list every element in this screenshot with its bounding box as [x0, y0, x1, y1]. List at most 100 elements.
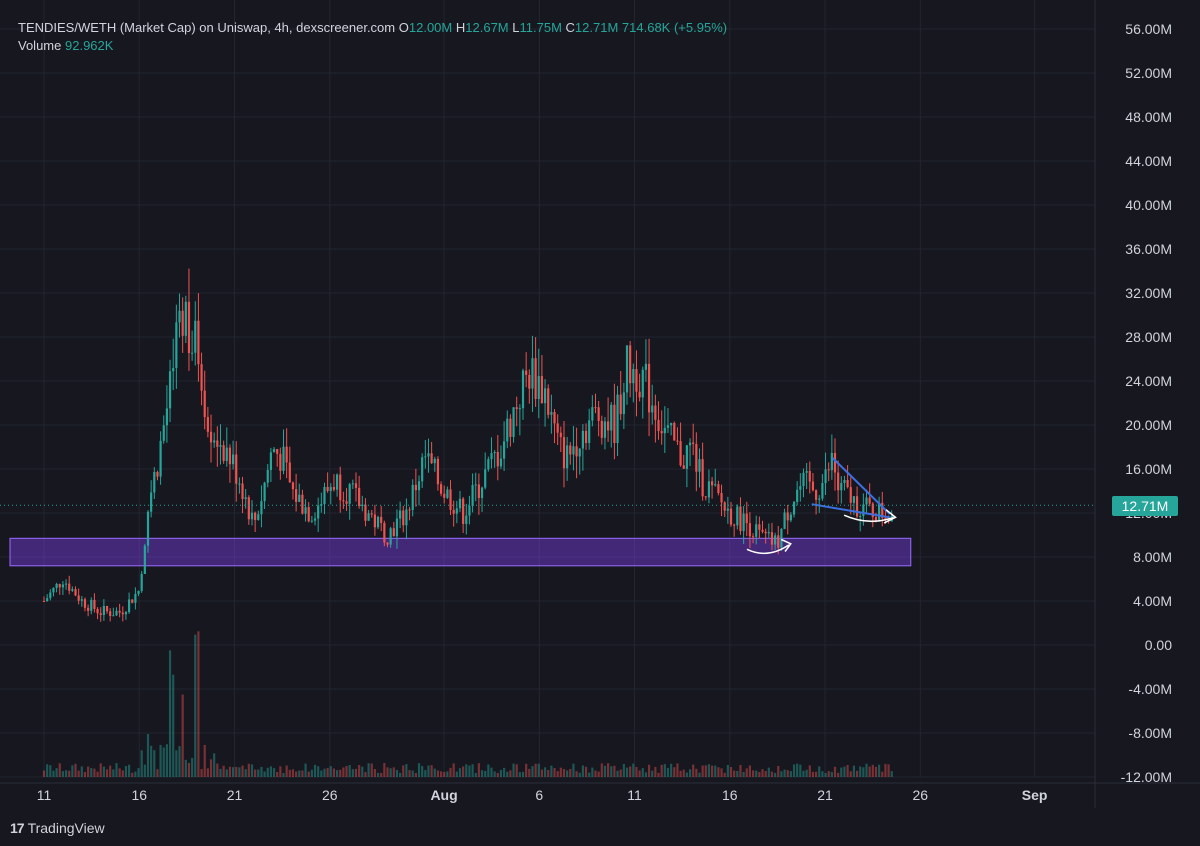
candle-body [140, 573, 143, 591]
volume-bar [755, 770, 758, 777]
candle-body [329, 487, 332, 491]
candle-body [153, 471, 156, 493]
arrow-curve-right [843, 514, 894, 522]
candle-body [213, 440, 216, 443]
candle-body [543, 388, 547, 404]
candle-body [733, 524, 736, 526]
candle-body [796, 489, 799, 502]
candle-body [748, 523, 752, 537]
candle-body [550, 412, 553, 415]
candle-body [559, 432, 562, 438]
candle-body [484, 469, 487, 488]
y-tick-label: 40.00M [1125, 197, 1172, 213]
volume-bar [707, 764, 711, 777]
candle-body [644, 363, 648, 370]
volume-bar [490, 767, 493, 777]
candle-body [235, 454, 238, 484]
candle-body [358, 487, 361, 507]
volume-bar [688, 769, 692, 777]
volume-bar [846, 764, 849, 777]
volume-bar [263, 771, 266, 777]
volume-bar [430, 765, 433, 777]
candle-body [566, 445, 569, 469]
volume-bar [874, 766, 878, 777]
candle-body [764, 531, 767, 534]
volume-bar [745, 768, 748, 777]
candle-body [216, 440, 219, 447]
volume-bar [279, 766, 282, 777]
volume-bar [55, 768, 58, 777]
volume-bar [449, 767, 452, 777]
arrow-curve-left [746, 544, 790, 555]
candle-body [74, 589, 77, 596]
candle-body [301, 494, 304, 514]
candle-body [411, 484, 414, 510]
volume-bar [474, 772, 477, 777]
candle-body [298, 494, 301, 502]
volume-bar [272, 768, 276, 777]
volume-bar [629, 766, 632, 777]
volume-bar [515, 764, 518, 777]
volume-bar [184, 759, 187, 777]
candle-body [723, 502, 726, 511]
candle-body [774, 535, 777, 545]
candle-body [392, 528, 395, 537]
volume-bar [657, 772, 660, 777]
volume-bar [121, 770, 124, 777]
volume-bar [150, 745, 153, 777]
volume-bar [137, 768, 140, 777]
x-tick-label: 11 [627, 787, 642, 803]
chart-grid [0, 0, 1200, 808]
candle-body [436, 458, 440, 485]
volume-bar [102, 766, 105, 777]
candle-body [417, 481, 421, 491]
volume-bar [127, 764, 131, 777]
volume-bar [213, 753, 216, 777]
candle-body [663, 427, 666, 434]
volume-bar [247, 763, 250, 777]
candle-body [351, 483, 354, 485]
candle-body [647, 363, 651, 413]
candle-body [556, 423, 559, 433]
candle-body [591, 407, 594, 421]
volume-bar [77, 770, 80, 777]
candle-body [811, 481, 815, 491]
candle-body [736, 506, 739, 526]
volume-bar [399, 772, 402, 777]
volume-bar [301, 770, 304, 777]
candle-body [821, 483, 824, 499]
volume-bar [550, 765, 553, 777]
candle-body [540, 376, 544, 404]
candle-body [102, 605, 105, 615]
candle-body [704, 496, 707, 498]
y-tick-label: 48.00M [1125, 109, 1172, 125]
symbol-title[interactable]: TENDIES/WETH (Market Cap) on Uniswap, 4h… [18, 20, 396, 35]
candle-body [862, 504, 865, 516]
tradingview-logo[interactable]: 17 TradingView [10, 820, 105, 836]
candle-body [562, 437, 566, 469]
candle-body [515, 407, 518, 410]
candle-body [55, 584, 58, 588]
candle-body [380, 516, 383, 523]
y-tick-label: 8.00M [1133, 549, 1172, 565]
volume-label[interactable]: Volume [18, 38, 62, 53]
candle-body [509, 418, 512, 437]
volume-bar [342, 767, 345, 777]
candle-body [742, 513, 745, 532]
volume-bar [878, 764, 881, 777]
volume-bar [317, 766, 320, 777]
volume-bar [499, 769, 503, 777]
candle-body [471, 484, 474, 507]
volume-bar [46, 764, 49, 777]
volume-bar [313, 764, 317, 777]
support-zone-rect [9, 537, 912, 567]
volume-bar [610, 766, 613, 777]
volume-bar [131, 772, 134, 777]
candle-body [285, 446, 288, 463]
volume-bar [884, 763, 887, 777]
pattern-line-lower [811, 503, 890, 519]
x-tick-label: 26 [913, 787, 929, 803]
candle-body [49, 592, 52, 599]
candle-body [496, 452, 499, 467]
